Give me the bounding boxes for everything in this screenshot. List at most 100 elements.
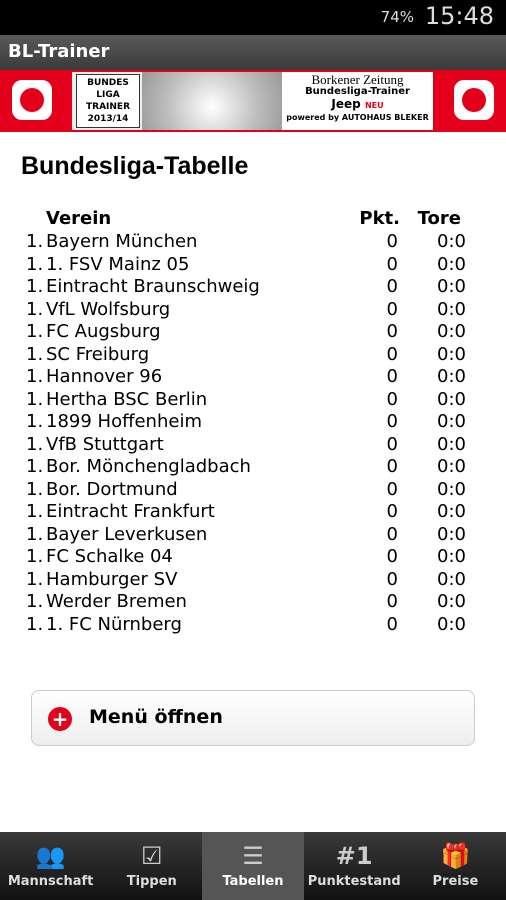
tab-icon: #1 [335,842,373,870]
tab-icon: 👥 [35,842,66,870]
goals: 0:0 [437,298,466,320]
rank: 1. [26,456,44,477]
rank: 1. [26,411,44,432]
team: Hamburger SV [46,568,178,590]
publisher: Borkener Zeitung [311,72,404,87]
goals: 0:0 [437,411,466,432]
tab-label: Tippen [126,874,177,889]
rank: 1. [26,546,44,567]
team: FC Schalke 04 [46,546,173,567]
back-button[interactable] [12,80,52,120]
team: Hannover 96 [46,366,163,387]
team: Werder Bremen [46,591,187,612]
column-header: Tore [417,208,461,229]
points: 0 [386,253,398,275]
tab-bar: 👥 Mannschaft ☑ Tippen ☰ Tabellen #1 Punktestand… [0,832,506,900]
points: 0 [386,366,398,387]
rank: 1. [26,231,44,252]
goals: 0:0 [437,433,466,455]
ad-logo: BUNDES LIGA TRAINER 2013/14 [76,74,140,128]
rank: 1. [26,501,44,522]
sponsor: powered by AUTOHAUS BLEKER [286,113,429,122]
rank: 1. [26,568,44,590]
tab-icon: ☑ [141,842,163,870]
battery: 74% [380,8,414,26]
goals: 0:0 [437,276,466,297]
logo-text: 2013/14 [87,114,129,124]
logo-text: LIGA [96,90,120,100]
tab[interactable]: 👥 Mannschaft [0,832,101,900]
tab[interactable]: ☰ Tabellen [202,832,304,900]
team: Bor. Dortmund [46,478,178,500]
plus-icon: + [48,707,72,731]
points: 0 [386,343,398,365]
goals: 0:0 [437,613,466,635]
points: 0 [386,298,398,320]
points: 0 [386,478,398,500]
tab[interactable]: 🎁 Preise [405,832,506,900]
rank: 1. [26,276,44,297]
rank: 1. [26,478,44,500]
rank: 1. [26,298,44,320]
goals: 0:0 [437,568,466,590]
goals: 0:0 [437,231,466,252]
team: Bayern München [46,231,198,252]
goals: 0:0 [437,546,466,567]
points: 0 [386,433,398,455]
app-title: BL-Trainer [0,35,506,70]
points: 0 [386,321,398,342]
home-button[interactable] [454,80,494,120]
column-header: Pkt. [359,208,400,229]
rank: 1. [26,321,44,342]
points: 0 [386,231,398,252]
team: VfL Wolfsburg [46,298,171,320]
tab[interactable]: ☑ Tippen [101,832,202,900]
goals: 0:0 [437,501,466,522]
goals: 0:0 [437,343,466,365]
logo-text: BUNDES [87,78,129,88]
points: 0 [386,276,398,297]
ad[interactable]: BUNDES LIGA TRAINER 2013/14 Borkener Zei… [72,72,433,130]
goals: 0:0 [437,591,466,612]
rank: 1. [26,253,44,275]
points: 0 [386,591,398,612]
tab-label: Preise [432,874,479,889]
team: 1. FC Nürnberg [46,613,182,635]
banner: BUNDES LIGA TRAINER 2013/14 Borkener Zei… [0,70,506,132]
team: Bayer Leverkusen [46,523,208,545]
team: Eintracht Frankfurt [46,501,215,522]
tab-icon: 🎁 [440,842,471,870]
rank: 1. [26,523,44,545]
ad-text: Borkener Zeitung Bundesliga-Trainer Jeep… [282,72,433,130]
tab-icon: ☰ [242,842,264,870]
menu-button[interactable]: + Menü öffnen [31,690,475,746]
heading: Bundesliga-Tabelle [21,152,249,180]
points: 0 [386,546,398,567]
team: SC Freiburg [46,343,150,365]
logo-text: TRAINER [86,102,130,112]
points: 0 [386,568,398,590]
rank: 1. [26,613,44,635]
menu-label: Menü öffnen [89,706,223,728]
points: 0 [386,411,398,432]
rank: 1. [26,343,44,365]
tab-label: Tabellen [222,874,284,889]
product: Bundesliga-Trainer [305,86,410,97]
rank: 1. [26,366,44,387]
rank: 1. [26,433,44,455]
goals: 0:0 [437,321,466,342]
rank: 1. [26,591,44,612]
points: 0 [386,456,398,477]
tab-label: Mannschaft [7,874,94,889]
team: Hertha BSC Berlin [46,388,208,410]
rank: 1. [26,388,44,410]
clock: 15:48 [424,2,494,30]
tab-label: Punktestand [307,874,401,889]
goals: 0:0 [437,523,466,545]
goals: 0:0 [437,478,466,500]
team: Bor. Mönchengladbach [46,456,251,477]
goals: 0:0 [437,366,466,387]
goals: 0:0 [437,456,466,477]
tab[interactable]: #1 Punktestand [304,832,405,900]
